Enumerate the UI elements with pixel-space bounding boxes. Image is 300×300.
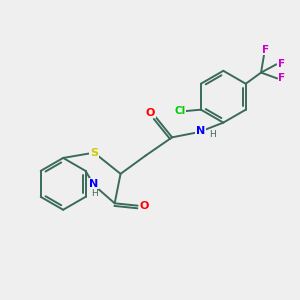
Text: F: F	[278, 73, 286, 83]
Text: H: H	[209, 130, 216, 140]
Text: F: F	[262, 45, 269, 55]
Text: F: F	[278, 59, 285, 69]
Text: H: H	[91, 189, 98, 198]
Text: N: N	[196, 126, 205, 136]
Text: O: O	[140, 201, 149, 211]
Text: N: N	[89, 178, 98, 189]
Text: O: O	[146, 108, 155, 118]
Text: S: S	[90, 148, 98, 158]
Text: Cl: Cl	[175, 106, 186, 116]
